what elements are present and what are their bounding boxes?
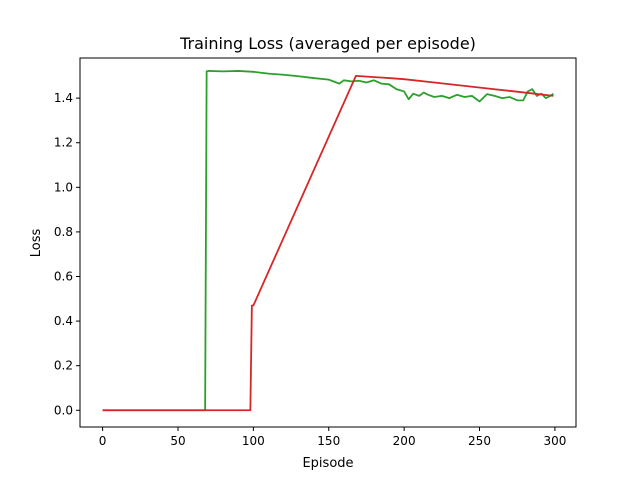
series-layer (102, 70, 554, 412)
y-tick-label: 1.0 (54, 180, 73, 194)
series-line-1 (102, 70, 554, 412)
y-tick-label: 0.8 (54, 225, 73, 239)
y-tick-label: 0.0 (54, 403, 73, 417)
x-tick-label: 100 (242, 434, 265, 448)
axes-frame (79, 57, 577, 428)
x-axis-ticks: 0 50 100 150 200 250 300 (99, 427, 566, 448)
x-tick-label: 300 (543, 434, 566, 448)
y-tick-label: 0.4 (54, 314, 73, 328)
y-tick-label: 1.2 (54, 136, 73, 150)
chart-title: Training Loss (averaged per episode) (179, 34, 476, 53)
x-tick-label: 0 (99, 434, 107, 448)
y-axis-label: Loss (29, 229, 44, 258)
x-tick-label: 200 (393, 434, 416, 448)
y-tick-label: 1.4 (54, 91, 73, 105)
x-tick-label: 250 (468, 434, 491, 448)
x-axis-label: Episode (302, 456, 353, 471)
series-line-2 (102, 74, 554, 412)
x-tick-label: 150 (317, 434, 340, 448)
y-tick-label: 0.6 (54, 270, 73, 284)
x-tick-label: 50 (170, 434, 185, 448)
plot-area (79, 57, 577, 428)
y-tick-label: 0.2 (54, 359, 73, 373)
y-axis-ticks: 0.0 0.2 0.4 0.6 0.8 1.0 1.2 1.4 (54, 91, 80, 417)
